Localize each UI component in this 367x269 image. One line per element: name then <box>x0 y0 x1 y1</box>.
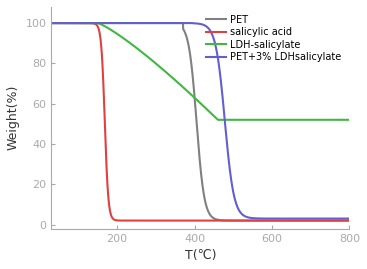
LDH-salicylate <box>163 70 168 73</box>
salicylic acid <box>342 219 346 222</box>
PET+3% LDHsalicylate <box>341 217 346 220</box>
Line: LDH-salicylate: LDH-salicylate <box>51 23 349 120</box>
PET <box>309 219 314 222</box>
PET <box>83 22 88 25</box>
PET <box>341 219 346 222</box>
PET <box>101 22 105 25</box>
Line: salicylic acid: salicylic acid <box>51 23 349 221</box>
PET+3% LDHsalicylate <box>83 22 88 25</box>
Line: PET+3% LDHsalicylate: PET+3% LDHsalicylate <box>51 23 349 218</box>
salicylic acid <box>49 22 54 25</box>
LDH-salicylate <box>49 22 54 25</box>
PET+3% LDHsalicylate <box>347 217 352 220</box>
LDH-salicylate <box>216 118 220 121</box>
PET <box>345 219 350 222</box>
salicylic acid <box>101 75 105 78</box>
PET+3% LDHsalicylate <box>177 22 181 25</box>
LDH-salicylate <box>347 118 352 121</box>
PET+3% LDHsalicylate <box>49 22 54 25</box>
salicylic acid <box>177 219 181 222</box>
salicylic acid <box>83 22 88 25</box>
PET <box>347 219 352 222</box>
PET <box>177 22 181 25</box>
Line: PET: PET <box>51 23 349 221</box>
X-axis label: T(℃): T(℃) <box>185 249 216 262</box>
salicylic acid <box>347 219 352 222</box>
salicylic acid <box>309 219 314 222</box>
LDH-salicylate <box>309 118 314 121</box>
PET+3% LDHsalicylate <box>309 217 314 220</box>
salicylic acid <box>163 219 168 222</box>
Legend: PET, salicylic acid, LDH-salicylate, PET+3% LDHsalicylate: PET, salicylic acid, LDH-salicylate, PET… <box>203 12 345 65</box>
LDH-salicylate <box>101 24 105 27</box>
PET+3% LDHsalicylate <box>101 22 105 25</box>
Y-axis label: Weight(%): Weight(%) <box>7 85 20 150</box>
PET <box>163 22 168 25</box>
salicylic acid <box>174 219 178 222</box>
PET <box>49 22 54 25</box>
LDH-salicylate <box>342 118 346 121</box>
LDH-salicylate <box>83 22 88 25</box>
LDH-salicylate <box>177 82 181 85</box>
PET+3% LDHsalicylate <box>163 22 168 25</box>
